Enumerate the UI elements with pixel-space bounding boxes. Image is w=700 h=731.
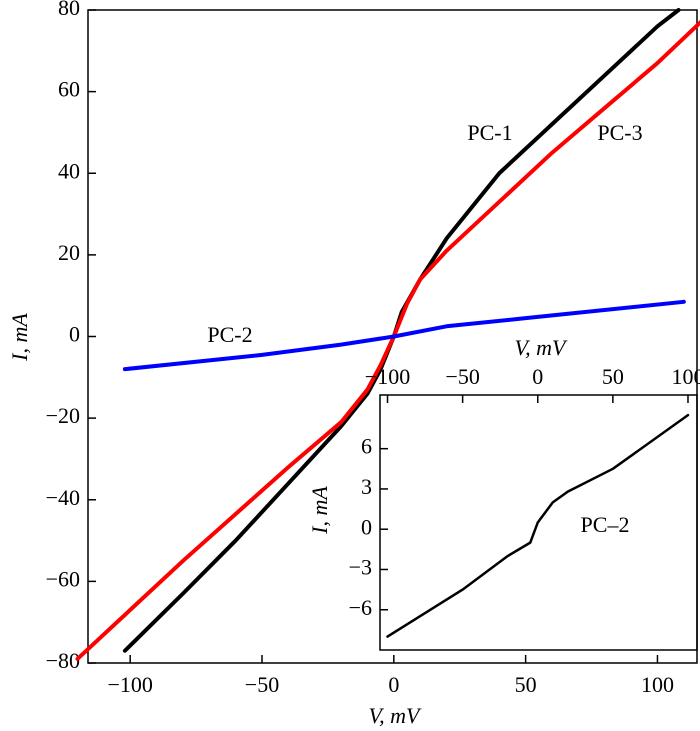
y-tick-label: 3 [361,474,372,499]
x-tick-label: −50 [445,364,479,389]
x-tick-label: 0 [388,672,399,697]
y-tick-label: −6 [349,595,372,620]
x-tick-label: −50 [245,672,279,697]
series-label: PC-3 [597,120,642,145]
x-axis-label: V, mV [515,335,568,360]
y-tick-label: −40 [46,485,80,510]
x-axis-label: V, mV [369,703,422,728]
series-line [122,299,686,372]
y-tick-label: 80 [58,0,80,20]
y-tick-label: −80 [46,648,80,673]
y-tick-label: 0 [361,514,372,539]
x-tick-label: −100 [107,672,152,697]
x-tick-label: 50 [602,364,624,389]
series-label: PC-1 [467,120,512,145]
x-tick-label: 100 [671,364,700,389]
y-axis-label: I, mA [307,486,332,535]
series-label: PC–2 [581,512,630,537]
y-tick-label: 6 [361,434,372,459]
plot-frame [379,394,698,651]
x-tick-label: 50 [515,672,537,697]
y-tick-label: −20 [46,403,80,428]
series-line [75,20,700,661]
y-tick-label: 20 [58,240,80,265]
series-label: PC-2 [207,322,252,347]
y-axis-label: I, mA [7,313,32,362]
x-tick-label: −100 [365,364,410,389]
y-tick-label: −3 [349,555,372,580]
y-tick-label: 60 [58,77,80,102]
series-line [386,413,690,638]
y-tick-label: 40 [58,158,80,183]
y-tick-label: 0 [69,322,80,347]
y-tick-label: −60 [46,566,80,591]
x-tick-label: 100 [641,672,674,697]
x-tick-label: 0 [532,364,543,389]
